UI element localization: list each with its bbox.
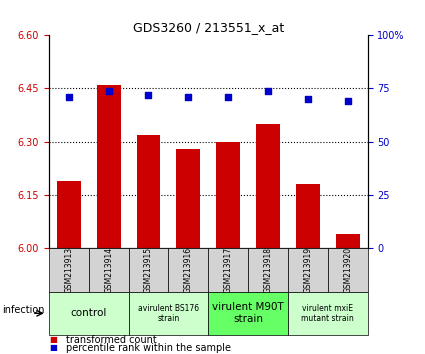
Text: GSM213920: GSM213920 — [343, 247, 352, 293]
Bar — [288, 292, 368, 335]
Point — [265, 88, 272, 93]
Title: GDS3260 / 213551_x_at: GDS3260 / 213551_x_at — [133, 21, 284, 34]
Bar — [248, 248, 288, 292]
Text: GSM213918: GSM213918 — [264, 247, 272, 293]
Text: percentile rank within the sample: percentile rank within the sample — [66, 343, 231, 353]
Text: GSM213914: GSM213914 — [104, 247, 113, 293]
Point — [225, 94, 232, 100]
Point — [105, 88, 112, 93]
Bar — [49, 292, 128, 335]
Bar — [57, 181, 81, 248]
Text: ■: ■ — [49, 343, 57, 353]
Text: ■: ■ — [49, 335, 57, 344]
Text: virulent M90T
strain: virulent M90T strain — [212, 302, 284, 324]
Bar — [336, 234, 360, 248]
Text: transformed count: transformed count — [66, 335, 157, 345]
Text: GSM213917: GSM213917 — [224, 247, 232, 293]
Bar — [288, 248, 328, 292]
Bar — [89, 248, 128, 292]
Text: GSM213913: GSM213913 — [64, 247, 73, 293]
Bar — [176, 149, 200, 248]
Bar — [96, 85, 121, 248]
Text: GSM213919: GSM213919 — [303, 247, 312, 293]
Bar — [256, 124, 280, 248]
Text: GSM213916: GSM213916 — [184, 247, 193, 293]
Text: control: control — [71, 308, 107, 318]
Point — [304, 96, 311, 102]
Text: virulent mxiE
mutant strain: virulent mxiE mutant strain — [301, 304, 354, 323]
Point — [145, 92, 152, 98]
Bar — [128, 248, 168, 292]
Bar — [216, 142, 240, 248]
Point — [185, 94, 192, 100]
Bar — [49, 248, 89, 292]
Point — [65, 94, 72, 100]
Text: avirulent BS176
strain: avirulent BS176 strain — [138, 304, 199, 323]
Bar — [168, 248, 208, 292]
Text: GSM213915: GSM213915 — [144, 247, 153, 293]
Bar — [328, 248, 368, 292]
Bar — [296, 184, 320, 248]
Text: infection: infection — [2, 305, 45, 315]
Bar — [128, 292, 208, 335]
Point — [344, 98, 351, 104]
Bar — [208, 292, 288, 335]
Bar — [208, 248, 248, 292]
Bar — [136, 135, 160, 248]
